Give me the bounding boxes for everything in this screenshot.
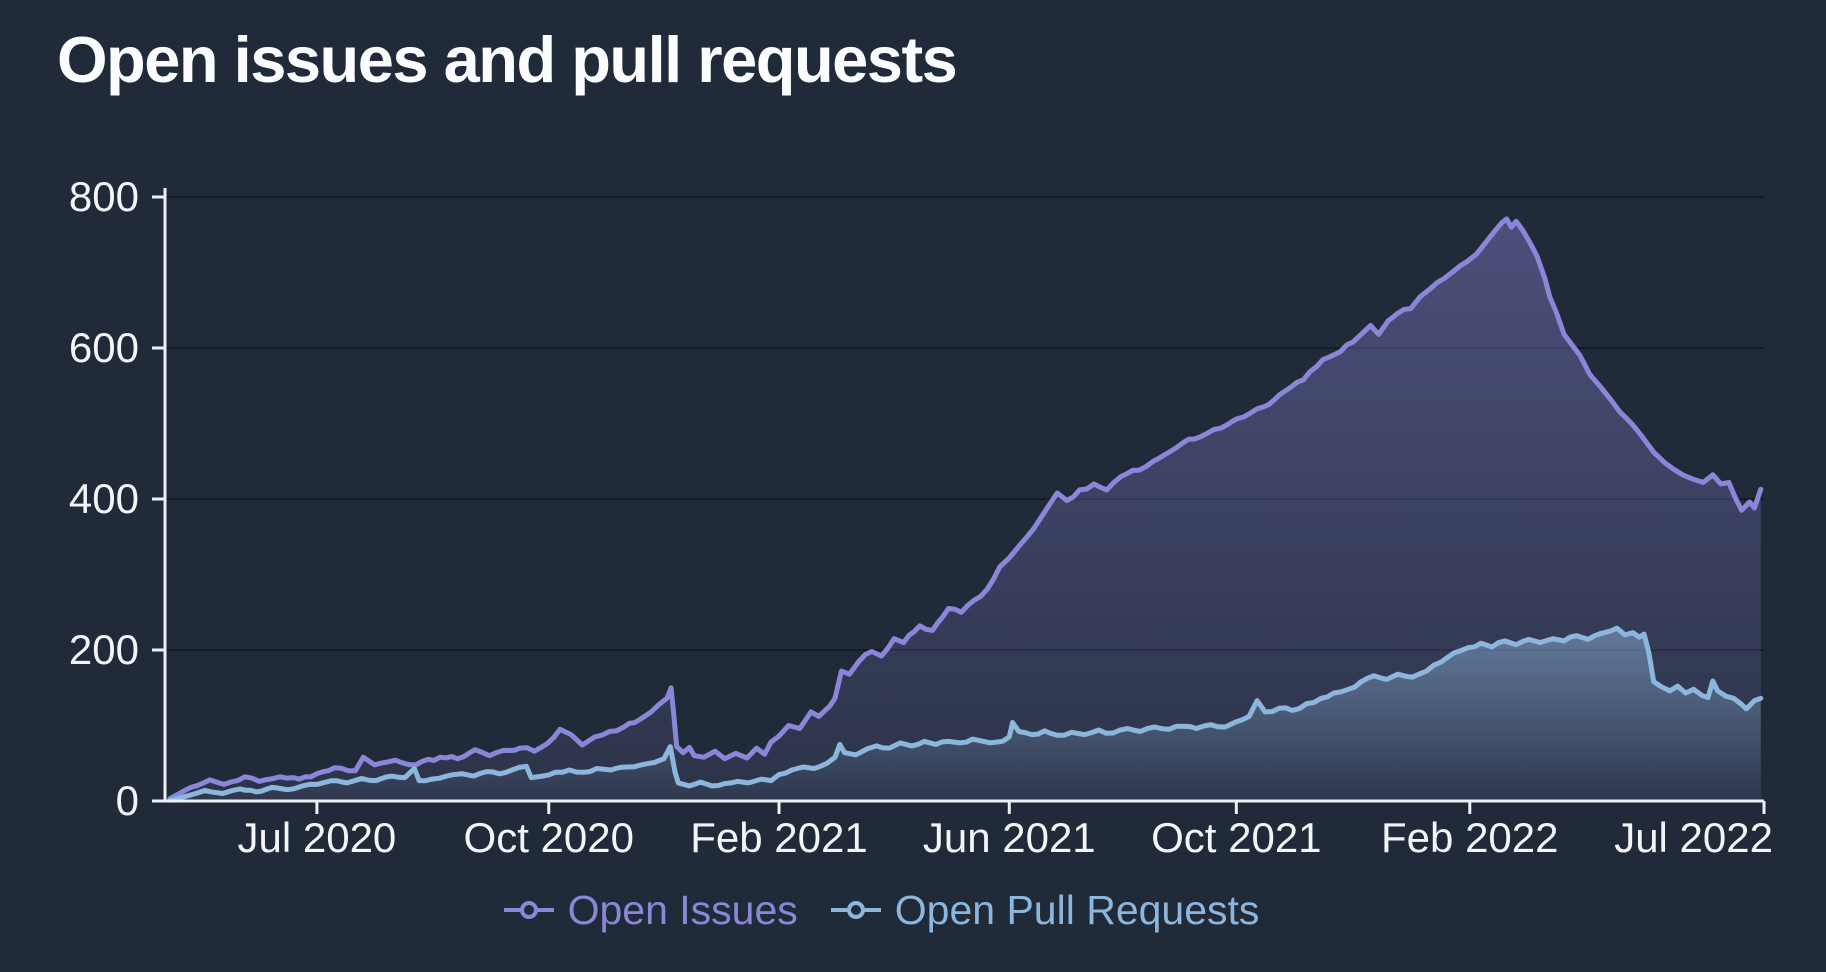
svg-text:400: 400 [69,475,139,522]
svg-text:Jul 2020: Jul 2020 [238,814,397,861]
svg-text:Oct 2021: Oct 2021 [1151,814,1321,861]
legend-label-open-pull-requests: Open Pull Requests [894,886,1260,933]
svg-text:0: 0 [116,777,139,824]
legend: Open Issues Open Pull Requests [0,884,1826,936]
svg-text:Oct 2020: Oct 2020 [464,814,634,861]
legend-item-open-pull-requests[interactable]: Open Pull Requests [828,886,1260,934]
svg-text:800: 800 [69,173,139,220]
svg-text:200: 200 [69,626,139,673]
svg-text:Jun 2021: Jun 2021 [923,814,1096,861]
legend-label-open-issues: Open Issues [567,886,798,933]
svg-text:Feb 2022: Feb 2022 [1381,814,1558,861]
line-marker-icon [503,901,554,919]
svg-text:Jul 2022: Jul 2022 [1614,814,1773,861]
svg-text:Feb 2021: Feb 2021 [690,814,867,861]
line-marker-icon [830,901,881,919]
legend-item-open-issues[interactable]: Open Issues [501,887,798,934]
svg-text:600: 600 [69,324,139,371]
chart-title: Open issues and pull requests [57,23,958,96]
